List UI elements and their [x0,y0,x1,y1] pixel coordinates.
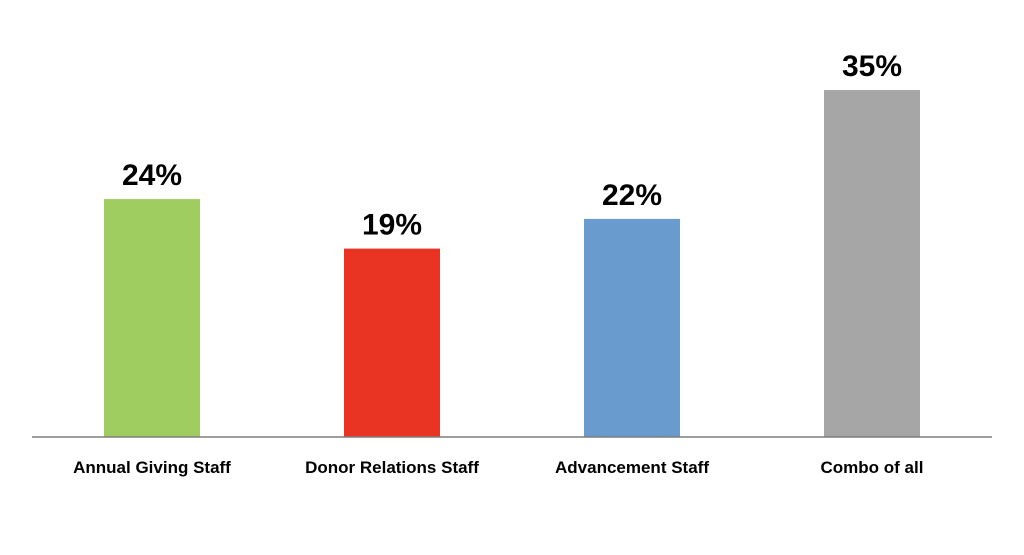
category-labels-layer: Annual Giving Staff Donor Relations Staff… [73,458,923,477]
bars-layer [104,90,920,437]
bar-1 [104,199,200,437]
data-label-1: 24% [122,159,182,192]
data-labels-layer: 24% 19% 22% 35% [122,50,902,242]
bar-3 [584,218,680,437]
category-label-4: Combo of all [821,458,924,477]
bar-4 [824,90,920,437]
category-label-3: Advancement Staff [555,458,709,477]
data-label-2: 19% [362,209,422,242]
data-label-4: 35% [842,50,902,83]
category-label-2: Donor Relations Staff [305,458,479,477]
data-label-3: 22% [602,179,662,212]
bar-2 [344,248,440,437]
category-label-1: Annual Giving Staff [73,458,231,477]
